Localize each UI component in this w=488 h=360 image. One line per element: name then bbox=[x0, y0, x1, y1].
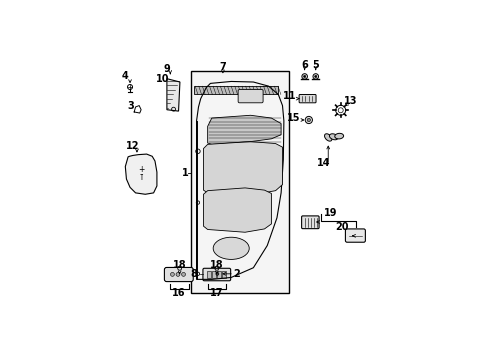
Text: 18: 18 bbox=[209, 260, 223, 270]
Ellipse shape bbox=[324, 134, 331, 141]
Text: 13: 13 bbox=[344, 96, 357, 107]
Circle shape bbox=[305, 116, 312, 123]
FancyBboxPatch shape bbox=[299, 94, 315, 103]
Text: 18: 18 bbox=[172, 260, 186, 270]
Text: 3: 3 bbox=[127, 102, 134, 111]
Text: 8: 8 bbox=[190, 269, 197, 279]
Bar bbox=[193, 86, 278, 94]
FancyBboxPatch shape bbox=[238, 90, 263, 103]
Text: 4: 4 bbox=[122, 72, 128, 81]
Circle shape bbox=[314, 75, 316, 77]
FancyBboxPatch shape bbox=[345, 229, 365, 242]
Bar bbox=[222, 271, 226, 278]
Text: 14: 14 bbox=[316, 158, 329, 168]
Bar bbox=[217, 271, 221, 278]
Polygon shape bbox=[203, 188, 271, 232]
Text: 12: 12 bbox=[126, 141, 139, 151]
Circle shape bbox=[301, 74, 307, 79]
Circle shape bbox=[176, 273, 180, 276]
Circle shape bbox=[312, 74, 318, 79]
Bar bbox=[207, 271, 211, 278]
Ellipse shape bbox=[329, 134, 337, 140]
Ellipse shape bbox=[213, 237, 249, 260]
Bar bbox=[212, 271, 216, 278]
Ellipse shape bbox=[334, 133, 343, 139]
Text: 5: 5 bbox=[312, 59, 319, 69]
Text: 15: 15 bbox=[286, 113, 300, 123]
Polygon shape bbox=[125, 154, 157, 194]
Text: 7: 7 bbox=[219, 62, 226, 72]
Text: l: l bbox=[140, 175, 142, 181]
Polygon shape bbox=[207, 115, 281, 144]
Bar bbox=[191, 71, 289, 293]
Text: 10: 10 bbox=[156, 74, 169, 84]
Text: 1: 1 bbox=[182, 168, 188, 179]
FancyBboxPatch shape bbox=[301, 216, 319, 229]
FancyBboxPatch shape bbox=[164, 267, 193, 282]
Text: +: + bbox=[138, 165, 144, 174]
Text: 2: 2 bbox=[233, 269, 240, 279]
Text: 17: 17 bbox=[210, 288, 223, 298]
Circle shape bbox=[306, 118, 310, 122]
Text: -: - bbox=[139, 169, 142, 179]
Circle shape bbox=[181, 273, 185, 276]
Circle shape bbox=[303, 75, 305, 77]
Circle shape bbox=[170, 273, 174, 276]
Text: 20: 20 bbox=[335, 222, 348, 232]
FancyBboxPatch shape bbox=[203, 268, 230, 281]
Polygon shape bbox=[203, 141, 282, 195]
Text: 6: 6 bbox=[301, 59, 307, 69]
Text: 19: 19 bbox=[323, 208, 337, 218]
Polygon shape bbox=[166, 79, 180, 111]
Text: 11: 11 bbox=[283, 91, 296, 102]
Text: 16: 16 bbox=[172, 288, 185, 298]
Text: 9: 9 bbox=[163, 64, 170, 74]
